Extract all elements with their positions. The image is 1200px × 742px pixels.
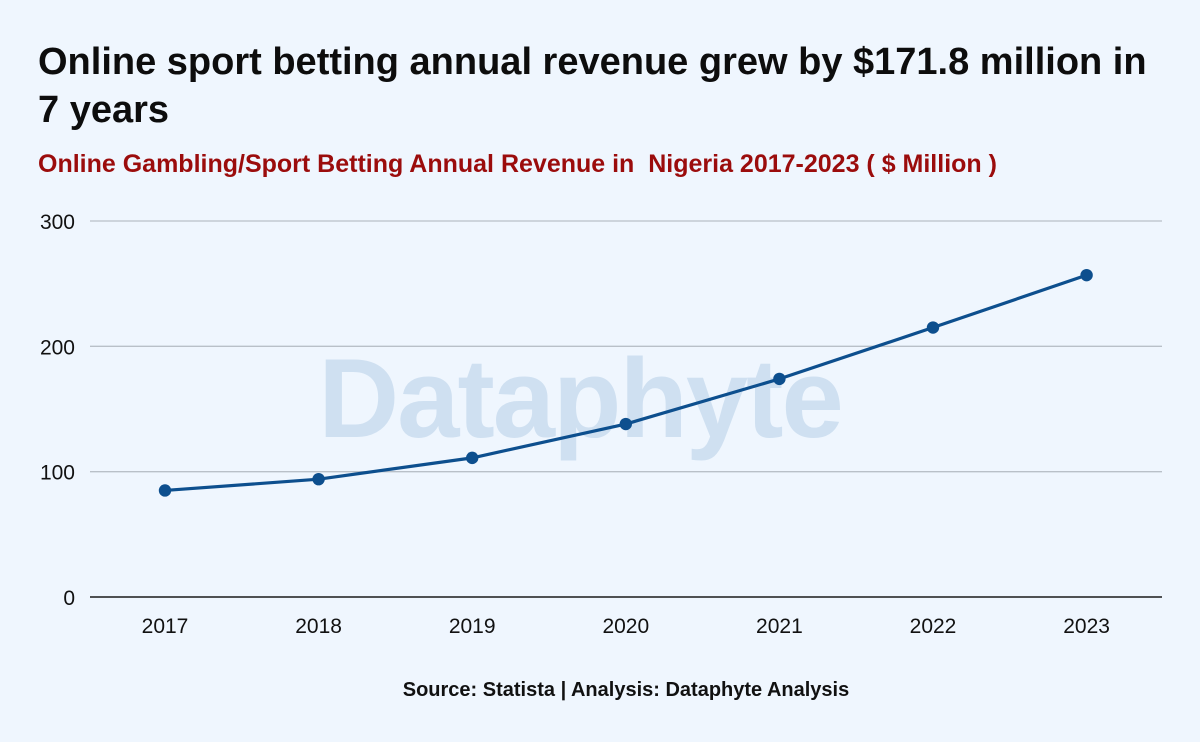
data-point-2021 — [773, 372, 786, 386]
x-tick-label: 2020 — [602, 615, 649, 638]
x-tick-label: 2021 — [756, 615, 803, 638]
data-point-2017 — [158, 484, 172, 497]
x-tick-label: 2023 — [1063, 615, 1110, 638]
series-line — [158, 268, 1093, 497]
y-tick-label: 100 — [40, 462, 75, 485]
chart-subtitle: Online Gambling/Sport Betting Annual Rev… — [38, 150, 997, 178]
gridlines — [90, 220, 1162, 473]
x-axis-ticks: 2017 2018 2019 2020 2021 2022 2023 — [142, 615, 1110, 638]
y-tick-label: 300 — [40, 211, 75, 234]
x-tick-label: 2022 — [910, 615, 957, 638]
data-point-2020 — [619, 417, 632, 431]
data-point-2023 — [1080, 268, 1093, 282]
y-tick-label: 200 — [40, 336, 75, 359]
x-tick-label: 2018 — [295, 615, 342, 638]
x-tick-label: 2019 — [449, 615, 496, 638]
data-point-2018 — [312, 472, 325, 486]
watermark-logo: Dataphyte — [318, 336, 841, 461]
x-tick-label: 2017 — [142, 615, 189, 638]
y-tick-label: 0 — [63, 587, 75, 610]
data-point-2022 — [926, 321, 940, 334]
y-axis-ticks: 0 100 200 300 — [40, 211, 75, 610]
source-note: Source: Statista | Analysis: Dataphyte A… — [402, 679, 850, 701]
data-point-2019 — [466, 451, 479, 465]
chart-title: Online sport betting annual revenue grew… — [38, 41, 1147, 131]
